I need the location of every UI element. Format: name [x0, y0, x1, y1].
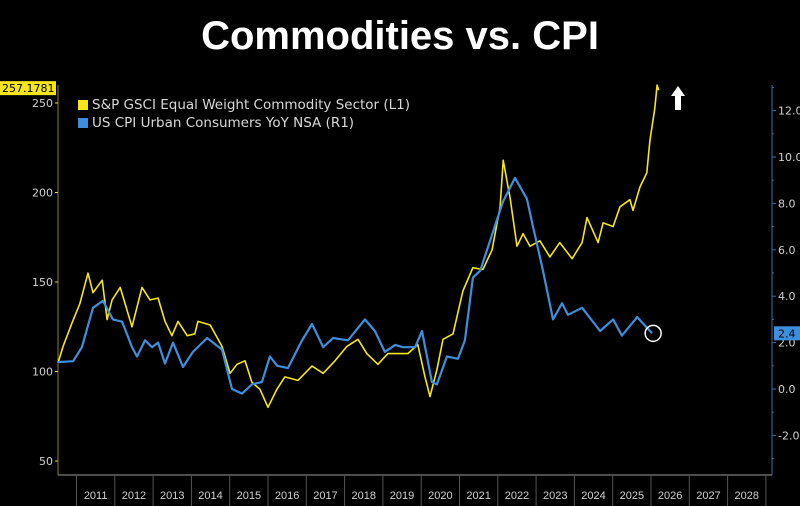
left-tick-label: 50	[39, 455, 53, 468]
x-tick-label: 2020	[428, 490, 452, 502]
x-tick-label: 2023	[543, 490, 567, 502]
arrow-up-icon	[671, 86, 685, 110]
legend-swatch-yellow	[78, 100, 88, 110]
legend: S&P GSCI Equal Weight Commodity Sector (…	[78, 96, 410, 132]
commodity-series-line	[57, 84, 660, 409]
x-tick-label: 2026	[658, 490, 682, 502]
commodity-last-value-badge	[0, 81, 56, 96]
x-tick-label: 2018	[352, 490, 376, 502]
x-tick-label: 2016	[275, 490, 299, 502]
right-tick-label: 10.0	[778, 151, 800, 164]
x-tick-label: 2014	[198, 490, 222, 502]
x-tick-label: 2012	[122, 490, 146, 502]
right-tick-label: 8.0	[778, 197, 796, 210]
cpi-last-value-label: 2.4	[778, 327, 796, 340]
x-tick-label: 2017	[313, 490, 337, 502]
legend-swatch-blue	[78, 118, 88, 128]
cpi-series-line	[58, 176, 653, 395]
left-tick-label: 250	[32, 97, 53, 110]
left-tick-label: 150	[32, 276, 53, 289]
chart-title: Commodities vs. CPI	[201, 14, 599, 58]
legend-item-commodity: S&P GSCI Equal Weight Commodity Sector (…	[78, 96, 410, 114]
right-tick-label: 0.0	[778, 383, 796, 396]
left-tick-label: 100	[32, 366, 53, 379]
right-tick-label: 6.0	[778, 244, 796, 257]
cpi-last-value-badge	[774, 326, 800, 341]
left-tick-label: 200	[32, 187, 53, 200]
right-tick-label: -2.0	[778, 429, 799, 442]
right-tick-label: 4.0	[778, 290, 796, 303]
x-tick-label: 2022	[505, 490, 529, 502]
legend-item-cpi: US CPI Urban Consumers YoY NSA (R1)	[78, 114, 410, 132]
x-tick-label: 2027	[696, 490, 720, 502]
legend-label: S&P GSCI Equal Weight Commodity Sector (…	[92, 97, 411, 113]
x-tick-label: 2013	[160, 490, 184, 502]
x-tick-label: 2015	[237, 490, 261, 502]
x-tick-label: 2021	[466, 490, 490, 502]
commodity-last-value-label: 257.1781	[2, 82, 55, 95]
x-tick-label: 2024	[581, 490, 605, 502]
x-tick-label: 2025	[620, 490, 644, 502]
x-tick-label: 2028	[735, 490, 759, 502]
legend-label: US CPI Urban Consumers YoY NSA (R1)	[92, 115, 355, 131]
x-tick-label: 2011	[84, 490, 108, 502]
x-tick-label: 2019	[390, 490, 414, 502]
highlight-circle-icon	[644, 324, 662, 343]
right-tick-label: 12.0	[778, 105, 800, 118]
